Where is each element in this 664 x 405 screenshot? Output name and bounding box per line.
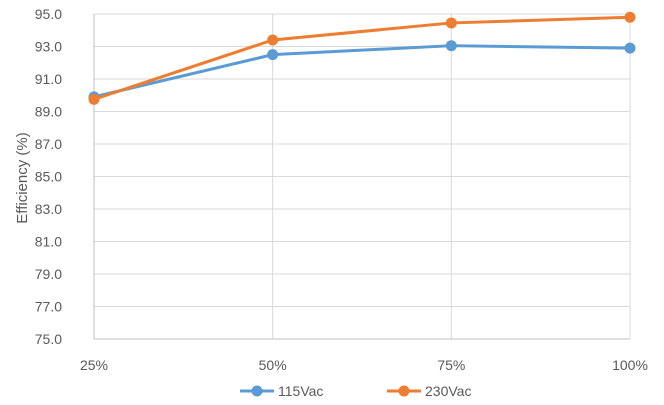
data-point	[445, 17, 457, 29]
x-tick-label: 100%	[612, 357, 648, 373]
y-tick-label: 85.0	[35, 169, 62, 185]
y-axis-title: Efficiency (%)	[14, 132, 31, 223]
legend-marker	[398, 385, 410, 397]
y-tick-label: 87.0	[35, 136, 62, 152]
data-point	[445, 40, 457, 52]
y-tick-label: 95.0	[35, 6, 62, 22]
data-point	[88, 93, 100, 105]
y-tick-label: 81.0	[35, 234, 62, 250]
tick-labels: 75.0 77.0 79.0 81.0 83.0 85.0 87.0 89.0 91.0 93.0…	[35, 6, 648, 373]
y-tick-label: 79.0	[35, 266, 62, 282]
y-tick-label: 91.0	[35, 71, 62, 87]
series-115Vac	[88, 40, 636, 103]
y-tick-label: 75.0	[35, 331, 62, 347]
x-tick-label: 75%	[437, 357, 465, 373]
legend: 115Vac 230Vac	[240, 383, 471, 399]
y-tick-label: 89.0	[35, 104, 62, 120]
legend-item: 230Vac	[387, 383, 471, 399]
series-line	[93, 15, 631, 101]
data-point	[624, 42, 636, 54]
legend-label: 230Vac	[425, 383, 471, 399]
gridlines	[94, 13, 631, 340]
y-tick-label: 83.0	[35, 201, 62, 217]
legend-marker	[251, 385, 263, 397]
axes	[93, 14, 630, 340]
series-lines	[88, 11, 636, 105]
y-tick-label: 93.0	[35, 39, 62, 55]
y-tick-label: 77.0	[35, 299, 62, 315]
legend-label: 115Vac	[278, 383, 323, 399]
series-230Vac	[88, 11, 636, 105]
series-line	[93, 44, 631, 99]
x-tick-label: 25%	[80, 357, 108, 373]
legend-item: 115Vac	[240, 383, 323, 399]
data-point	[624, 11, 636, 23]
data-point	[267, 49, 279, 61]
x-tick-label: 50%	[259, 357, 287, 373]
data-point	[267, 34, 279, 46]
